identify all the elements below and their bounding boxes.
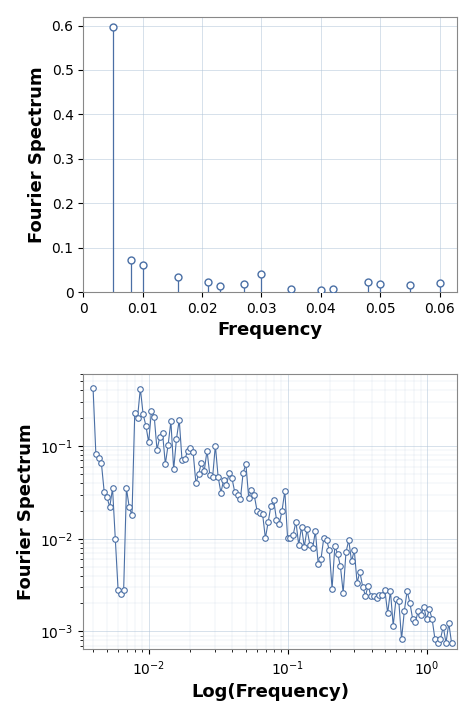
X-axis label: Frequency: Frequency <box>218 322 323 340</box>
Y-axis label: Fourier Spectrum: Fourier Spectrum <box>28 66 46 243</box>
X-axis label: Log(Frequency): Log(Frequency) <box>191 684 349 701</box>
Y-axis label: Fourier Spectrum: Fourier Spectrum <box>17 424 35 600</box>
